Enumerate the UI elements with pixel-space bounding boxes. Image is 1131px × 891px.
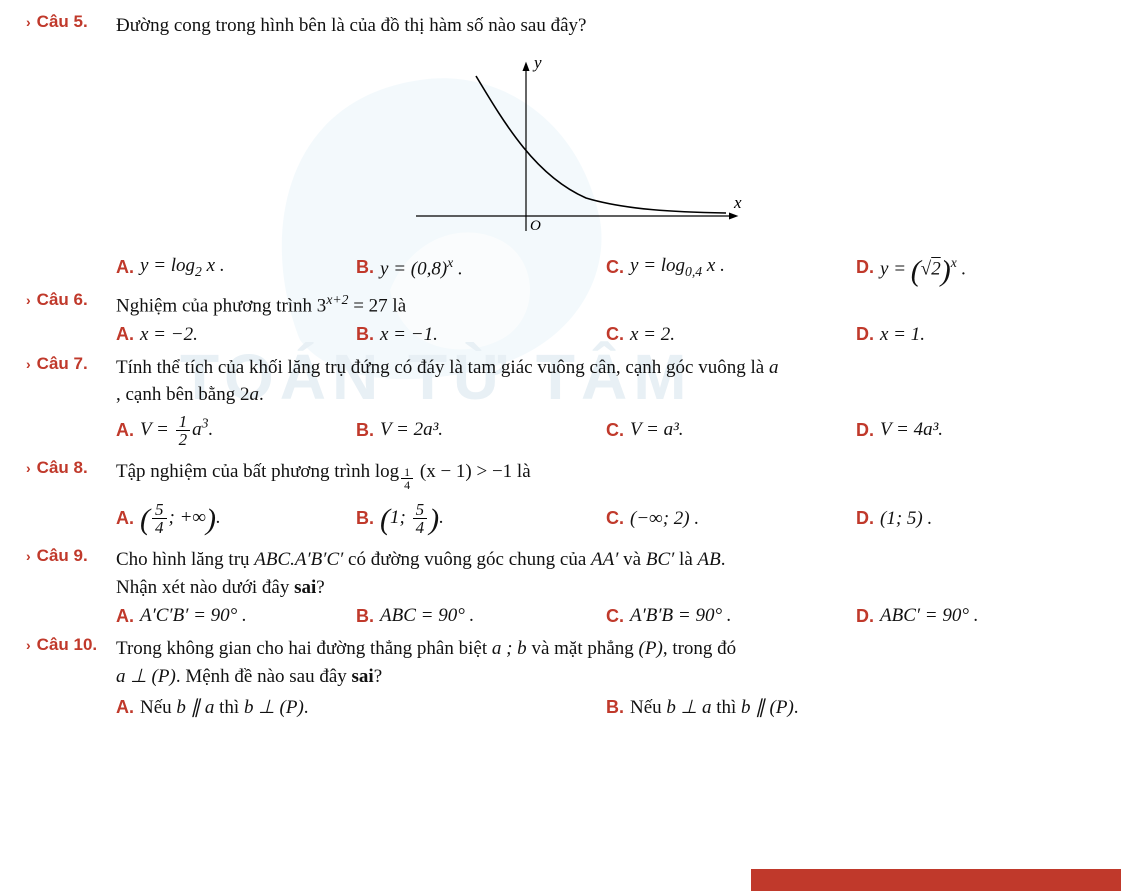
question-5: › Câu 5. Đường cong trong hình bên là của… — [26, 12, 1105, 40]
svg-text:y: y — [532, 53, 542, 72]
q6-text: Nghiệm của phương trình 3x+2 = 27 là — [116, 290, 1105, 320]
q8-options: A. (54; +∞). B. (1; 54). C.(−∞; 2) . D.(… — [116, 501, 1105, 536]
svg-text:x: x — [733, 193, 742, 212]
question-7: › Câu 7. Tính thể tích của khối lăng trụ … — [26, 354, 1105, 409]
q5-graph: y x O — [26, 46, 1105, 251]
q10-label: Câu 10. — [37, 635, 97, 654]
q8-B: B. (1; 54). — [356, 501, 606, 536]
q8-D: D.(1; 5) . — [856, 501, 1096, 536]
q6-label: Câu 6. — [37, 290, 88, 309]
chevron-icon: › — [26, 548, 31, 564]
q10-text: Trong không gian cho hai đường thẳng phâ… — [116, 635, 1105, 690]
q9-A: A.A′C′B′ = 90° . — [116, 605, 356, 627]
page-content: › Câu 5. Đường cong trong hình bên là của… — [0, 0, 1131, 719]
q10-A: A. Nếu b ∥ a thì b ⊥ (P). — [116, 696, 606, 719]
q5-options: A.y = log2 x . B.y = (0,8)x . C.y = log0… — [116, 255, 1105, 280]
q5-C: C.y = log0,4 x . — [606, 255, 856, 280]
footer-red-bar — [751, 869, 1121, 891]
question-9: › Câu 9. Cho hình lăng trụ ABC.A′B′C′ có … — [26, 546, 1105, 601]
q7-C: C.V = a³. — [606, 413, 856, 448]
q7-label: Câu 7. — [37, 354, 88, 373]
q7-B: B.V = 2a³. — [356, 413, 606, 448]
chevron-icon: › — [26, 292, 31, 308]
question-6: › Câu 6. Nghiệm của phương trình 3x+2 = 2… — [26, 290, 1105, 320]
q6-options: A.x = −2. B.x = −1. C.x = 2. D.x = 1. — [116, 324, 1105, 346]
q9-D: D.ABC′ = 90° . — [856, 605, 1096, 627]
q10-B: B. Nếu b ⊥ a thì b ∥ (P). — [606, 696, 799, 719]
q9-B: B.ABC = 90° . — [356, 605, 606, 627]
q6-C: C.x = 2. — [606, 324, 856, 346]
chevron-icon: › — [26, 460, 31, 476]
q5-A: A.y = log2 x . — [116, 255, 356, 280]
q5-B: B.y = (0,8)x . — [356, 255, 606, 280]
q9-C: C.A′B′B = 90° . — [606, 605, 856, 627]
q9-options: A.A′C′B′ = 90° . B.ABC = 90° . C.A′B′B =… — [116, 605, 1105, 627]
q6-B: B.x = −1. — [356, 324, 606, 346]
q7-text: Tính thể tích của khối lăng trụ đứng có … — [116, 354, 1105, 409]
question-8: › Câu 8. Tập nghiệm của bất phương trình … — [26, 458, 1105, 491]
q6-A: A.x = −2. — [116, 324, 356, 346]
q9-label: Câu 9. — [37, 546, 88, 565]
q8-text: Tập nghiệm của bất phương trình log14 (x… — [116, 458, 1105, 491]
q6-D: D.x = 1. — [856, 324, 1096, 346]
chevron-icon: › — [26, 14, 31, 30]
question-10: › Câu 10. Trong không gian cho hai đường … — [26, 635, 1105, 690]
q7-A: A. V = 12a3. — [116, 413, 356, 448]
q7-options: A. V = 12a3. B.V = 2a³. C.V = a³. D.V = … — [116, 413, 1105, 448]
svg-text:O: O — [530, 218, 541, 234]
chevron-icon: › — [26, 637, 31, 653]
chevron-icon: › — [26, 356, 31, 372]
q5-text: Đường cong trong hình bên là của đồ thị … — [116, 12, 1105, 40]
q9-text: Cho hình lăng trụ ABC.A′B′C′ có đường vu… — [116, 546, 1105, 601]
q5-D: D.y = (√2)x . — [856, 255, 1096, 280]
q5-label: Câu 5. — [37, 12, 88, 31]
q8-C: C.(−∞; 2) . — [606, 501, 856, 536]
q8-A: A. (54; +∞). — [116, 501, 356, 536]
q7-D: D.V = 4a³. — [856, 413, 1096, 448]
q8-label: Câu 8. — [37, 458, 88, 477]
q10-options: A. Nếu b ∥ a thì b ⊥ (P). B. Nếu b ⊥ a t… — [116, 696, 1105, 719]
